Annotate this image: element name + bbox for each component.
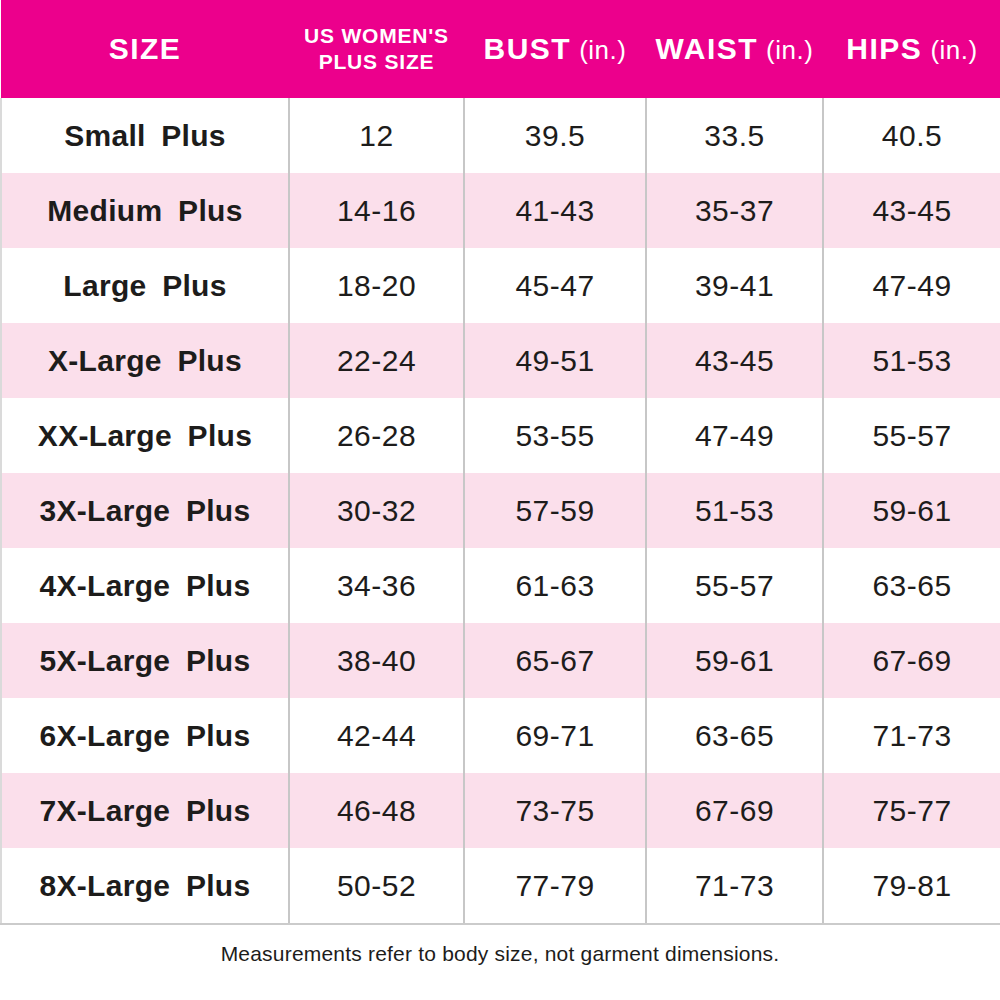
measurement-cell: 33.5 [646,98,823,173]
size-name-cell: X-Large Plus [1,323,289,398]
measurement-cell: 41-43 [464,173,646,248]
size-name-cell: 5X-Large Plus [1,623,289,698]
measurement-cell: 47-49 [646,398,823,473]
footnote: Measurements refer to body size, not gar… [0,942,1000,966]
measurement-cell: 39-41 [646,248,823,323]
column-header-label: US WOMEN'S PLUS SIZE [298,23,456,76]
size-chart: SIZE US WOMEN'S PLUS SIZE BUST(in.) WAIS… [0,0,1000,966]
size-name-cell: 4X-Large Plus [1,548,289,623]
column-header-us-womens-plus-size: US WOMEN'S PLUS SIZE [289,0,464,98]
measurement-cell: 63-65 [823,548,1000,623]
table-row: 7X-Large Plus46-4873-7567-6975-77 [1,773,1000,848]
measurement-cell: 14-16 [289,173,464,248]
size-name-cell: Large Plus [1,248,289,323]
size-name-cell: Medium Plus [1,173,289,248]
table-header: SIZE US WOMEN'S PLUS SIZE BUST(in.) WAIS… [1,0,1000,98]
measurement-cell: 55-57 [823,398,1000,473]
measurement-cell: 61-63 [464,548,646,623]
table-row: Large Plus18-2045-4739-4147-49 [1,248,1000,323]
measurement-cell: 73-75 [464,773,646,848]
table-row: 3X-Large Plus30-3257-5951-5359-61 [1,473,1000,548]
measurement-cell: 71-73 [823,698,1000,773]
measurement-cell: 59-61 [646,623,823,698]
column-header-label: WAIST [656,32,759,65]
table-body: Small Plus1239.533.540.5Medium Plus14-16… [1,98,1000,924]
measurement-cell: 43-45 [646,323,823,398]
measurement-cell: 42-44 [289,698,464,773]
measurement-cell: 12 [289,98,464,173]
header-row: SIZE US WOMEN'S PLUS SIZE BUST(in.) WAIS… [1,0,1000,98]
measurement-cell: 22-24 [289,323,464,398]
measurement-cell: 38-40 [289,623,464,698]
measurement-cell: 55-57 [646,548,823,623]
size-name-cell: 8X-Large Plus [1,848,289,924]
column-header-unit: (in.) [930,35,977,65]
measurement-cell: 34-36 [289,548,464,623]
column-header-size: SIZE [1,0,289,98]
table-row: X-Large Plus22-2449-5143-4551-53 [1,323,1000,398]
measurement-cell: 79-81 [823,848,1000,924]
measurement-cell: 30-32 [289,473,464,548]
measurement-cell: 40.5 [823,98,1000,173]
measurement-cell: 69-71 [464,698,646,773]
measurement-cell: 46-48 [289,773,464,848]
measurement-cell: 51-53 [646,473,823,548]
measurement-cell: 47-49 [823,248,1000,323]
measurement-cell: 77-79 [464,848,646,924]
column-header-waist: WAIST(in.) [646,0,823,98]
measurement-cell: 63-65 [646,698,823,773]
measurement-cell: 18-20 [289,248,464,323]
measurement-cell: 26-28 [289,398,464,473]
measurement-cell: 43-45 [823,173,1000,248]
table-row: XX-Large Plus26-2853-5547-4955-57 [1,398,1000,473]
table-row: 4X-Large Plus34-3661-6355-5763-65 [1,548,1000,623]
column-header-hips: HIPS (in.) [823,0,1000,98]
column-header-label: BUST [484,32,572,65]
measurement-cell: 75-77 [823,773,1000,848]
measurement-cell: 67-69 [646,773,823,848]
measurement-cell: 39.5 [464,98,646,173]
measurement-cell: 65-67 [464,623,646,698]
measurement-cell: 57-59 [464,473,646,548]
column-header-unit: (in.) [766,35,813,65]
size-name-cell: 6X-Large Plus [1,698,289,773]
table-row: 5X-Large Plus38-4065-6759-6167-69 [1,623,1000,698]
size-chart-table: SIZE US WOMEN'S PLUS SIZE BUST(in.) WAIS… [0,0,1000,925]
column-header-unit: (in.) [579,35,626,65]
size-name-cell: 3X-Large Plus [1,473,289,548]
measurement-cell: 71-73 [646,848,823,924]
measurement-cell: 67-69 [823,623,1000,698]
size-name-cell: XX-Large Plus [1,398,289,473]
size-name-cell: 7X-Large Plus [1,773,289,848]
column-header-label: SIZE [109,32,182,65]
measurement-cell: 59-61 [823,473,1000,548]
table-row: 6X-Large Plus42-4469-7163-6571-73 [1,698,1000,773]
measurement-cell: 49-51 [464,323,646,398]
table-row: Medium Plus14-1641-4335-3743-45 [1,173,1000,248]
table-row: 8X-Large Plus50-5277-7971-7379-81 [1,848,1000,924]
table-row: Small Plus1239.533.540.5 [1,98,1000,173]
measurement-cell: 45-47 [464,248,646,323]
measurement-cell: 50-52 [289,848,464,924]
measurement-cell: 53-55 [464,398,646,473]
measurement-cell: 51-53 [823,323,1000,398]
size-name-cell: Small Plus [1,98,289,173]
column-header-label: HIPS [846,32,922,65]
column-header-bust: BUST(in.) [464,0,646,98]
measurement-cell: 35-37 [646,173,823,248]
